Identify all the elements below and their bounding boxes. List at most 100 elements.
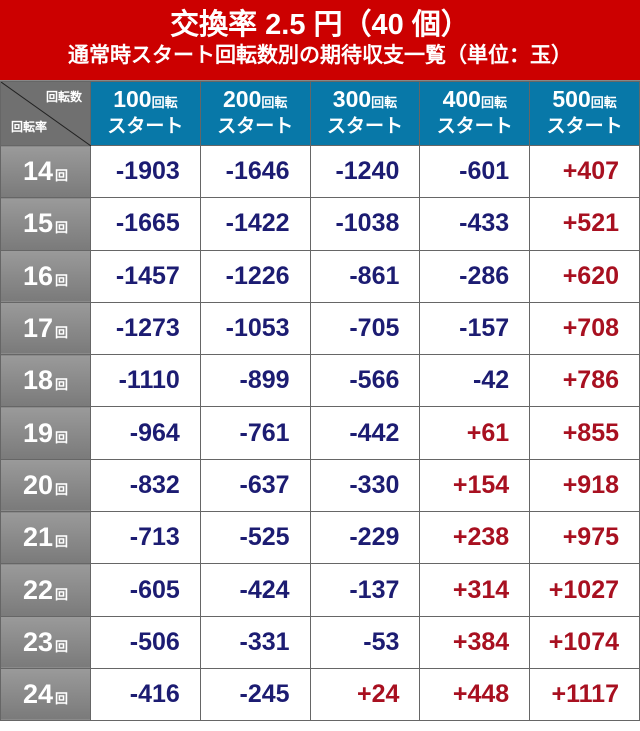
column-header: 300回転 スタート — [309, 81, 421, 146]
value-cell: +918 — [529, 458, 640, 513]
table-row: 20 回 -832 -637 -330 +154 +918 — [0, 458, 640, 513]
row-label: 17 回 — [0, 301, 91, 356]
column-sub: スタート — [107, 116, 184, 137]
row-label: 18 回 — [0, 354, 91, 408]
column-unit: 回転 — [261, 95, 288, 110]
column-unit: 回転 — [151, 95, 178, 110]
value-cell: -1665 — [90, 197, 201, 251]
table-row: 21 回 -713 -525 -229 +238 +975 — [0, 511, 640, 565]
row-rate: 21 — [22, 522, 54, 553]
value-cell: -1110 — [90, 354, 201, 408]
row-label: 16 回 — [0, 249, 91, 303]
value-cell: -899 — [199, 354, 311, 408]
value-cell: -157 — [419, 301, 531, 356]
row-label: 24 回 — [0, 667, 91, 722]
table-row: 14 回 -1903 -1646 -1240 -601 +407 — [0, 144, 640, 199]
corner-label-spins: 回転数 — [45, 90, 82, 104]
row-rate: 23 — [22, 626, 54, 657]
column-header: 100回転 スタート — [90, 81, 201, 146]
value-cell: +708 — [529, 301, 640, 356]
row-unit: 回 — [55, 638, 69, 654]
value-cell: -416 — [90, 667, 201, 722]
column-spins: 200 — [223, 86, 262, 112]
column-sub: スタート — [326, 116, 403, 137]
value-cell: -506 — [90, 615, 201, 669]
row-rate: 17 — [22, 313, 54, 344]
value-cell: +154 — [419, 458, 531, 513]
column-sub: スタート — [436, 116, 513, 137]
value-cell: -1273 — [90, 301, 201, 356]
row-label: 15 回 — [0, 197, 91, 251]
table-row: 23 回 -506 -331 -53 +384 +1074 — [0, 615, 640, 669]
column-sub: スタート — [217, 116, 294, 137]
column-unit: 回転 — [590, 95, 617, 110]
row-unit: 回 — [55, 691, 69, 707]
row-unit: 回 — [55, 272, 69, 288]
row-label: 14 回 — [0, 144, 91, 199]
value-cell: -1053 — [199, 301, 311, 356]
value-cell: -1646 — [199, 144, 311, 199]
value-cell: -605 — [90, 563, 201, 617]
value-cell: +1027 — [529, 563, 640, 617]
title: 交換率 2.5 円（40 個） — [170, 9, 470, 41]
value-cell: +407 — [529, 144, 640, 199]
row-unit: 回 — [55, 586, 69, 602]
value-cell: -1422 — [199, 197, 311, 251]
row-unit: 回 — [55, 429, 69, 445]
value-cell: -433 — [419, 197, 531, 251]
table-row: 18 回 -1110 -899 -566 -42 +786 — [0, 354, 640, 408]
table-row: 17 回 -1273 -1053 -705 -157 +708 — [0, 301, 640, 356]
row-unit: 回 — [55, 534, 69, 550]
value-cell: +786 — [529, 354, 640, 408]
table-row: 22 回 -605 -424 -137 +314 +1027 — [0, 563, 640, 617]
value-cell: -1903 — [90, 144, 201, 199]
value-cell: -330 — [309, 458, 421, 513]
value-cell: -137 — [309, 563, 421, 617]
row-label: 20 回 — [0, 458, 91, 513]
table-row: 19 回 -964 -761 -442 +61 +855 — [0, 406, 640, 460]
value-cell: -705 — [309, 301, 421, 356]
row-label: 19 回 — [0, 406, 91, 460]
column-spins: 500 — [552, 86, 591, 112]
value-cell: +620 — [529, 249, 640, 303]
value-cell: -1240 — [309, 144, 421, 199]
value-cell: -42 — [419, 354, 531, 408]
value-cell: +384 — [419, 615, 531, 669]
column-sub: スタート — [546, 116, 623, 137]
value-cell: +975 — [529, 511, 640, 565]
value-cell: -637 — [199, 458, 311, 513]
value-cell: -53 — [309, 615, 421, 669]
corner-cell: 回転数 回転率 — [0, 81, 91, 146]
row-unit: 回 — [55, 220, 69, 236]
row-unit: 回 — [55, 481, 69, 497]
value-cell: -964 — [90, 406, 201, 460]
value-cell: -566 — [309, 354, 421, 408]
row-label: 21 回 — [0, 511, 91, 565]
column-spins: 300 — [332, 86, 372, 112]
value-cell: -1457 — [90, 249, 201, 303]
diagonal-divider — [1, 82, 91, 146]
value-cell: -1038 — [309, 197, 421, 251]
value-cell: -861 — [309, 249, 421, 303]
table-row: 24 回 -416 -245 +24 +448 +1117 — [0, 667, 640, 722]
row-label: 22 回 — [0, 563, 91, 617]
column-spins: 400 — [442, 86, 481, 112]
column-header: 400回転スタート — [419, 81, 531, 146]
value-cell: -286 — [419, 249, 531, 303]
row-rate: 22 — [22, 574, 54, 605]
value-cell: +1074 — [529, 615, 640, 669]
value-cell: +448 — [419, 667, 531, 722]
row-unit: 回 — [55, 168, 69, 184]
column-header: 200回転スタート — [199, 81, 311, 146]
value-cell: -713 — [90, 511, 201, 565]
row-unit: 回 — [55, 377, 69, 393]
column-unit: 回転 — [480, 95, 507, 110]
value-cell: -331 — [199, 615, 311, 669]
value-cell: -1226 — [199, 249, 311, 303]
row-rate: 18 — [22, 365, 54, 396]
value-cell: -601 — [419, 144, 531, 199]
table-row: 16 回 -1457 -1226 -861 -286 +620 — [0, 249, 640, 303]
title-banner: 交換率 2.5 円（40 個） 通常時スタート回転数別の期待収支一覧（単位：玉） — [0, 0, 640, 81]
row-rate: 16 — [22, 260, 54, 291]
value-cell: -229 — [309, 511, 421, 565]
